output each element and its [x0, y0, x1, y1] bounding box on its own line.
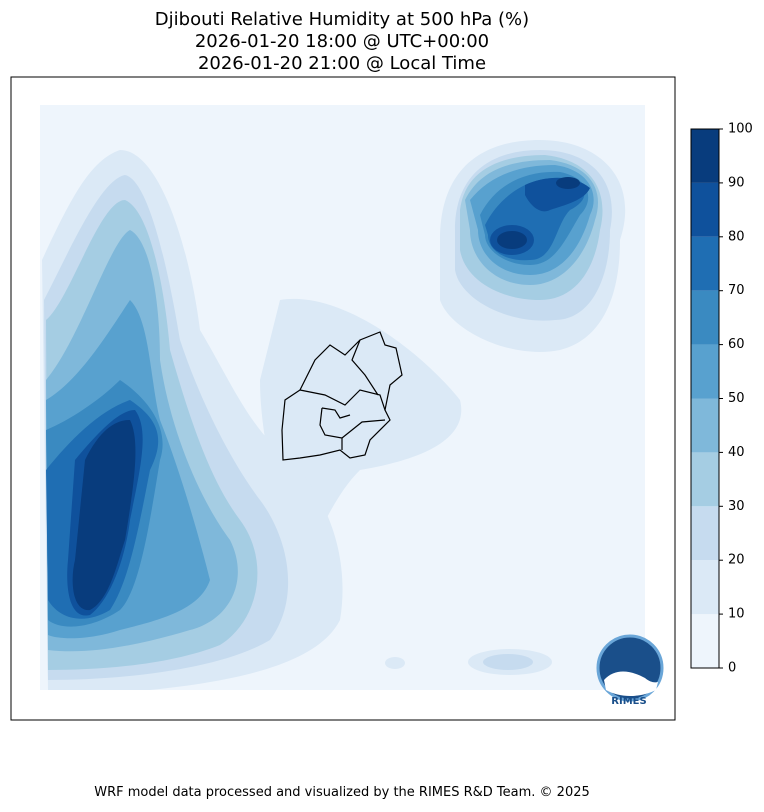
- colorbar-tick-label: 80: [728, 229, 745, 244]
- colorbar-segment: [691, 452, 719, 507]
- colorbar-segment: [691, 290, 719, 345]
- colorbar: 0 10 20 30 40 50 60 70 80 90 100: [690, 122, 753, 676]
- colorbar-tick-label: 10: [728, 607, 745, 622]
- map-frame: [10, 76, 676, 721]
- colorbar-tick-label: 100: [728, 122, 753, 137]
- contour: [483, 654, 533, 670]
- humidity-field: [40, 105, 645, 690]
- colorbar-tick-label: 40: [728, 445, 745, 460]
- colorbar-segment: [691, 506, 719, 561]
- country-border: [281, 331, 403, 461]
- contour: [72, 420, 136, 611]
- colorbar-tick-label: 30: [728, 499, 745, 514]
- colorbar-segment: [691, 398, 719, 453]
- colorbar-tick-label: 0: [728, 661, 736, 676]
- colorbar-tick-label: 70: [728, 283, 745, 298]
- colorbar-segment: [691, 236, 719, 291]
- contour: [385, 657, 405, 669]
- colorbar-tick-label: 20: [728, 553, 745, 568]
- logo: RIMES: [596, 634, 664, 707]
- title-line: Djibouti Relative Humidity at 500 hPa (%…: [155, 9, 529, 30]
- colorbar-tick-label: 50: [728, 391, 745, 406]
- colorbar-segment: [691, 344, 719, 399]
- colorbar-tick-label: 60: [728, 337, 745, 352]
- colorbar-segment: [691, 560, 719, 615]
- title-line: 2026-01-20 18:00 @ UTC+00:00: [195, 31, 489, 52]
- colorbar-segment: [691, 129, 719, 183]
- title-line: 2026-01-20 21:00 @ Local Time: [198, 53, 486, 74]
- logo-text: RIMES: [611, 696, 646, 707]
- colorbar-tick-label: 90: [728, 175, 745, 190]
- colorbar-segment: [691, 182, 719, 237]
- footer: WRF model data processed and visualized …: [94, 785, 590, 800]
- contour: [556, 177, 580, 189]
- colorbar-segment: [691, 614, 719, 668]
- contour: [497, 231, 527, 249]
